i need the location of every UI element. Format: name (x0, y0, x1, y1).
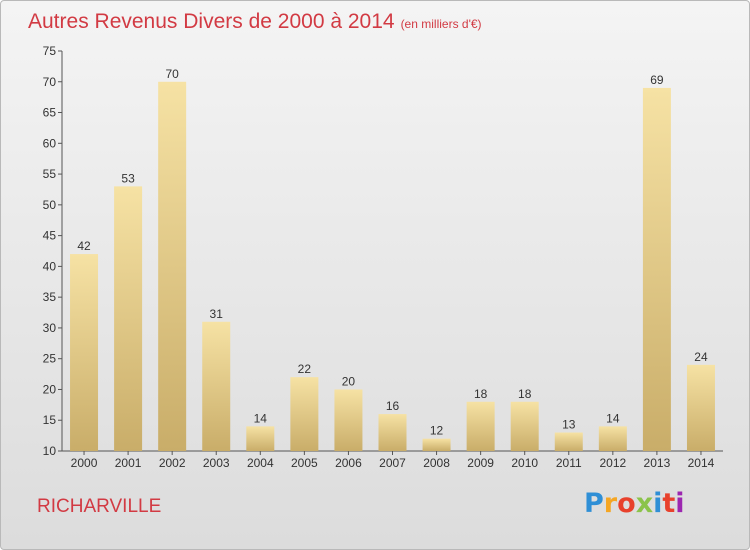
bar (466, 401, 495, 451)
x-tick-label: 2003 (203, 456, 230, 470)
x-tick-label: 2012 (599, 456, 626, 470)
x-tick-label: 2011 (556, 456, 582, 470)
y-tick-label: 50 (43, 198, 57, 212)
chart-title: Autres Revenus Divers de 2000 à 2014 (en … (28, 10, 482, 34)
logo-letter: r (603, 488, 618, 519)
bar-value-label: 42 (77, 239, 91, 253)
logo-letter: i (675, 488, 685, 519)
x-tick-label: 2009 (467, 456, 494, 470)
bar (554, 432, 583, 451)
bar (598, 426, 627, 451)
bar-value-label: 20 (342, 374, 356, 388)
bar (642, 87, 671, 451)
bar (158, 81, 187, 452)
bar-value-label: 16 (386, 399, 400, 413)
x-tick-label: 2000 (71, 456, 98, 470)
commune-name: RICHARVILLE (37, 496, 162, 517)
x-tick-label: 2004 (247, 456, 274, 470)
bar (290, 377, 319, 451)
bars: 42 53 70 31 14 22 20 16 12 18 18 13 14 69 24 (70, 67, 715, 452)
title-text: Autres Revenus Divers de 2000 à 2014 (28, 10, 395, 33)
y-tick-label: 30 (43, 321, 57, 335)
y-tick-label: 40 (43, 259, 57, 273)
y-tick-label: 45 (43, 229, 57, 243)
logo-letter: x (635, 488, 654, 519)
y-tick-label: 75 (43, 44, 57, 58)
x-tick-label: 2002 (159, 456, 186, 470)
x-tick-label: 2013 (644, 456, 671, 470)
y-tick-label: 70 (43, 75, 57, 89)
y-tick-label: 25 (43, 352, 57, 366)
x-tick-label: 2014 (688, 456, 715, 470)
x-tick-label: 2007 (379, 456, 406, 470)
bar-value-label: 24 (694, 350, 708, 364)
bar-value-label: 18 (518, 387, 532, 401)
y-tick-label: 10 (43, 444, 57, 458)
logo-letter: P (584, 488, 604, 519)
x-tick-label: 2010 (511, 456, 538, 470)
logo-letter: i (653, 488, 663, 519)
y-tick-label: 20 (43, 382, 57, 396)
bar-value-label: 18 (474, 387, 488, 401)
y-tick-label: 35 (43, 290, 57, 304)
logo-letter: t (662, 488, 676, 519)
bar-value-label: 31 (210, 307, 224, 321)
y-tick-label: 65 (43, 106, 57, 120)
bar (246, 426, 275, 451)
bar (202, 321, 231, 451)
x-tick-label: 2008 (423, 456, 450, 470)
bar-value-label: 13 (562, 418, 576, 432)
bar (70, 254, 99, 451)
bar-value-label: 22 (298, 362, 312, 376)
bar-value-label: 53 (121, 171, 135, 185)
y-tick-label: 55 (43, 167, 57, 181)
y-tick-label: 15 (43, 413, 57, 427)
chart-subtitle: (en milliers d'€) (400, 17, 482, 31)
bar (114, 186, 143, 451)
bar (422, 438, 451, 451)
bar-value-label: 12 (430, 424, 444, 438)
bar-value-label: 70 (165, 67, 179, 81)
x-tick-label: 2001 (115, 456, 142, 470)
x-tick-label: 2005 (291, 456, 318, 470)
bar (378, 414, 407, 451)
y-tick-label: 60 (43, 136, 57, 150)
bar-value-label: 14 (254, 411, 268, 425)
logo-letter: o (617, 488, 636, 519)
bar-value-label: 69 (650, 73, 664, 87)
bar (510, 401, 539, 451)
bar-value-label: 14 (606, 411, 620, 425)
bar (686, 364, 715, 451)
axes: 10 15 20 25 30 35 40 45 50 55 60 65 70 75 2000 2001 2002… (43, 44, 723, 470)
proxiti-logo: Proxiti (584, 488, 685, 519)
x-tick-label: 2006 (335, 456, 362, 470)
bar (334, 389, 363, 451)
